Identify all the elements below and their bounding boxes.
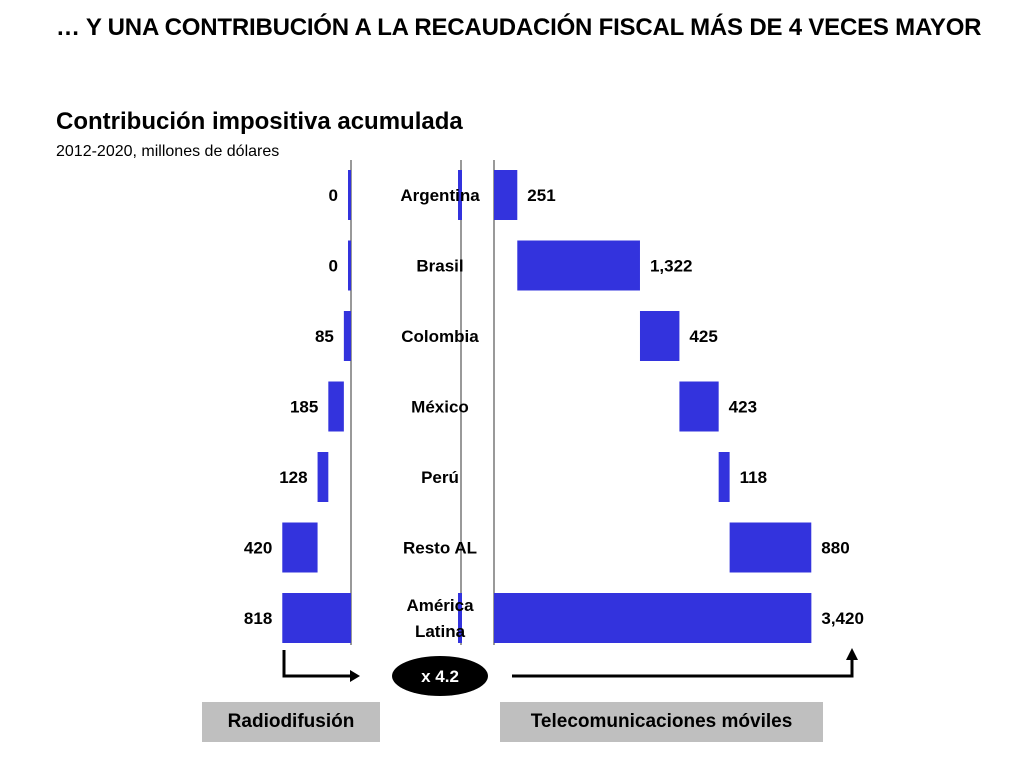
category-label: Resto AL [403,539,477,558]
broadcast-bar [343,311,351,361]
chart-subtitle: 2012-2020, millones de dólares [56,143,280,160]
mobile-value-label: 251 [527,186,555,205]
broadcast-value-label: 420 [244,539,272,558]
mobile-bar [494,170,518,220]
slide-title: … Y UNA CONTRIBUCIÓN A LA RECAUDACIÓN FI… [56,14,982,41]
broadcast-label-box: Radiodifusión [202,702,380,742]
mobile-label-box: Telecomunicaciones móviles [500,702,823,742]
broadcast-value-label: 0 [329,257,338,276]
mobile-value-label: 423 [729,398,757,417]
broadcast-bar [282,522,318,573]
multiplier-badge [392,656,488,696]
mobile-bar [494,593,812,643]
mobile-value-label: 3,420 [821,609,864,628]
broadcast-value-label: 818 [244,609,272,628]
broadcast-bar [348,240,351,291]
broadcast-bracket-line [282,650,355,678]
category-label: América [406,596,474,615]
broadcast-bar [282,593,351,643]
center-marker-bar [458,593,462,643]
category-label: Perú [421,468,459,487]
broadcast-bar [328,381,344,432]
category-label: México [411,398,469,417]
broadcast-bar [317,452,329,502]
mobile-bar [517,240,640,291]
up-arrow-icon [846,648,858,660]
broadcast-value-label: 0 [329,186,338,205]
broadcast-value-label: 128 [279,468,307,487]
mobile-bracket-line [512,655,854,678]
category-label: Colombia [401,327,479,346]
mobile-value-label: 1,322 [650,257,693,276]
broadcast-value-label: 85 [315,327,334,346]
category-label: Brasil [416,257,463,276]
category-label: Latina [415,622,466,641]
mobile-bar [679,381,719,432]
mobile-bar [718,452,730,502]
chart-title: Contribución impositiva acumulada [56,108,463,135]
category-label: Argentina [400,186,480,205]
right-arrow-icon [350,670,360,682]
multiplier-text: x 4.2 [421,667,459,686]
mobile-bar [639,311,680,361]
center-marker-bar [458,170,462,220]
mobile-value-label: 880 [821,539,849,558]
mobile-bar [729,522,812,573]
broadcast-bar [348,170,351,220]
broadcast-value-label: 185 [290,398,318,417]
mobile-value-label: 425 [689,327,717,346]
mobile-value-label: 118 [740,468,767,487]
